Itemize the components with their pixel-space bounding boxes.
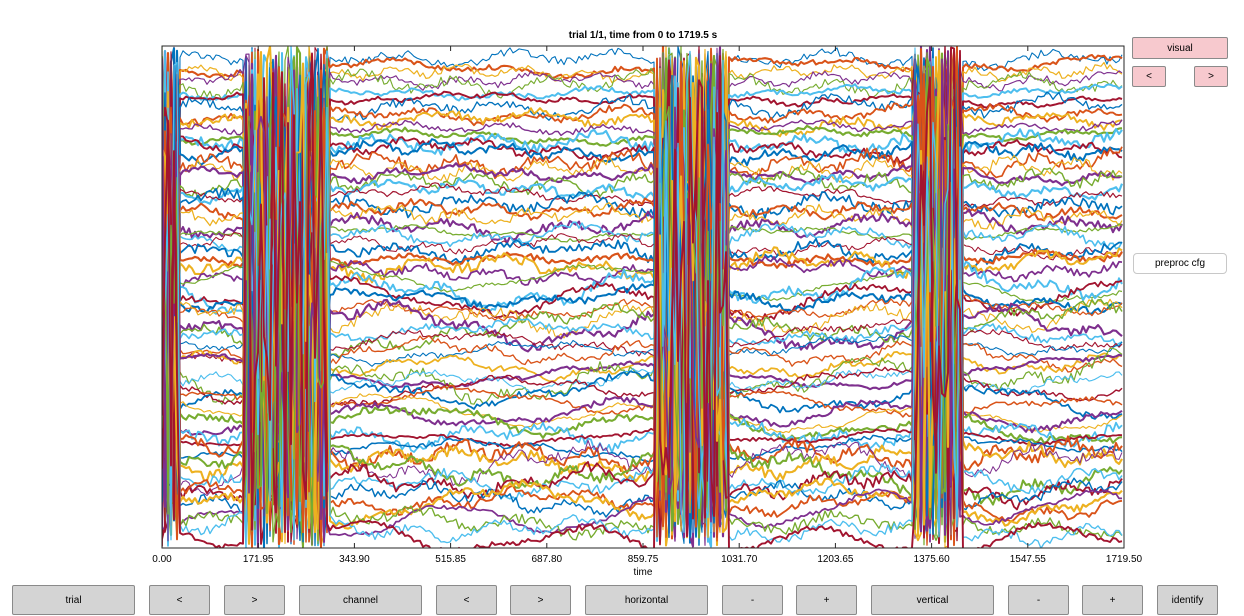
channel-trace: [162, 46, 1123, 548]
x-tick-label: 515.85: [435, 554, 466, 565]
x-tick-label: 859.75: [628, 554, 659, 565]
trial-button[interactable]: trial: [12, 585, 135, 615]
x-tick-label: 1203.65: [817, 554, 854, 565]
x-tick-label: 1031.70: [721, 554, 758, 565]
channel-trace: [162, 46, 1123, 547]
channel-next-button[interactable]: >: [510, 585, 571, 615]
channel-traces: [162, 46, 1124, 548]
identify-button[interactable]: identify: [1157, 585, 1218, 615]
x-tick-label: 1547.55: [1010, 554, 1047, 565]
horizontal-minus-button[interactable]: -: [722, 585, 783, 615]
x-tick-label: 1719.50: [1106, 554, 1143, 565]
visual-prev-button[interactable]: <: [1132, 66, 1166, 87]
vertical-button[interactable]: vertical: [871, 585, 994, 615]
channel-prev-button[interactable]: <: [436, 585, 497, 615]
x-tick-label: 1375.60: [914, 554, 951, 565]
trial-prev-button[interactable]: <: [149, 585, 210, 615]
x-tick-label: 0.00: [152, 554, 172, 565]
x-tick-label: 171.95: [243, 554, 274, 565]
preproc-cfg-button[interactable]: preproc cfg: [1133, 253, 1227, 274]
vertical-plus-button[interactable]: +: [1082, 585, 1143, 615]
vertical-minus-button[interactable]: -: [1008, 585, 1069, 615]
trial-next-button[interactable]: >: [224, 585, 285, 615]
visual-button[interactable]: visual: [1132, 37, 1228, 59]
x-tick-label: 343.90: [339, 554, 370, 565]
horizontal-button[interactable]: horizontal: [585, 585, 708, 615]
visual-next-button[interactable]: >: [1194, 66, 1228, 87]
x-axis-label: time: [634, 567, 653, 578]
x-tick-label: 687.80: [532, 554, 563, 565]
horizontal-plus-button[interactable]: +: [796, 585, 857, 615]
channel-button[interactable]: channel: [299, 585, 422, 615]
x-axis-ticks: 0.00 171.95 343.90 515.85 687.80 859.75 1031.7…: [152, 46, 1143, 565]
plot-title: trial 1/1, time from 0 to 1719.5 s: [568, 30, 718, 41]
